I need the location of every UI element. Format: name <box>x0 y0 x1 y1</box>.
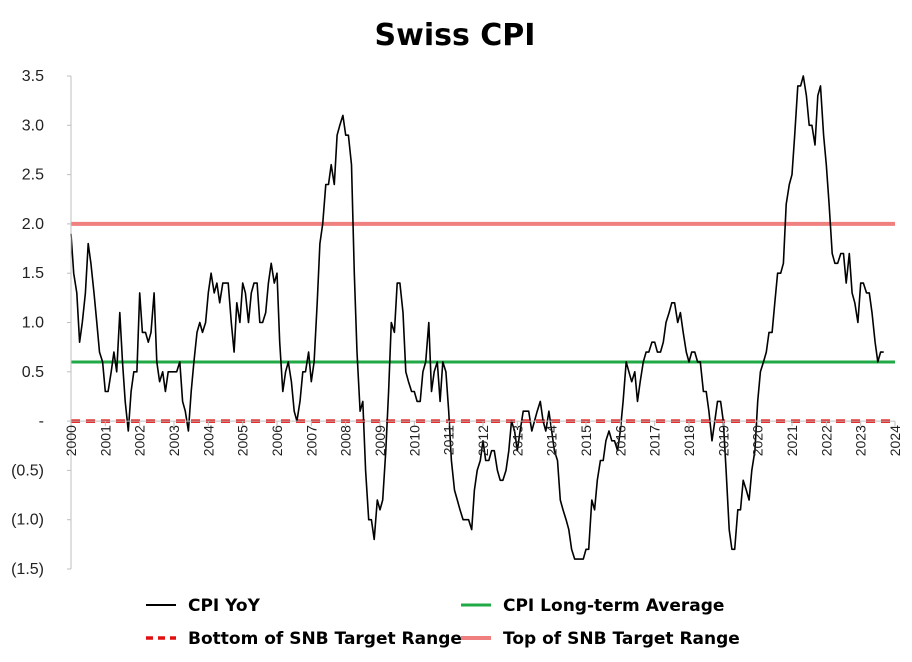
legend-label-cpi-yoy: CPI YoY <box>188 596 261 616</box>
x-tick-label: 2011 <box>441 425 457 455</box>
x-tick-label: 2002 <box>132 425 148 456</box>
y-tick-label: 0.5 <box>22 364 44 381</box>
plot-area <box>70 75 895 560</box>
x-tick-label: 2012 <box>475 425 491 456</box>
x-tick-label: 2014 <box>544 425 560 456</box>
y-tick-label: (1.0) <box>11 512 44 529</box>
legend-item-long-term-average: CPI Long-term Average <box>461 596 724 616</box>
x-tick-label: 2021 <box>784 425 800 456</box>
legend-label-snb-top: Top of SNB Target Range <box>503 629 740 649</box>
x-tick-label: 2009 <box>372 425 388 456</box>
series-line-cpi-yoy <box>70 75 884 560</box>
legend-label-long-term-average: CPI Long-term Average <box>503 596 724 616</box>
y-tick-label: 3.5 <box>22 68 44 85</box>
y-tick-label: 1.5 <box>22 265 44 282</box>
x-tick-label: 2019 <box>715 425 731 456</box>
axes <box>70 76 895 569</box>
x-tick-label: 2022 <box>818 425 834 456</box>
y-tick-label: (0.5) <box>11 462 44 479</box>
x-tick-label: 2013 <box>509 425 525 456</box>
x-tick-label: 2000 <box>63 425 79 456</box>
y-tick-label: 1.0 <box>22 315 44 332</box>
x-tick-label: 2001 <box>97 425 113 456</box>
legend: CPI YoY CPI Long-term Average Bottom of … <box>146 596 740 649</box>
y-tick-label: - <box>39 413 44 430</box>
y-tick-label: 2.0 <box>22 216 44 233</box>
x-axis-ticks: 2000 2001 2002 2003 2004 2005 2006 2007 2008 2009… <box>63 421 903 456</box>
x-tick-label: 2017 <box>647 425 663 456</box>
legend-item-cpi-yoy: CPI YoY <box>146 596 261 616</box>
x-tick-label: 2024 <box>887 425 903 456</box>
x-tick-label: 2023 <box>853 425 869 456</box>
x-tick-label: 2006 <box>269 425 285 456</box>
legend-label-snb-bottom: Bottom of SNB Target Range <box>188 629 462 649</box>
legend-item-snb-top: Top of SNB Target Range <box>461 629 740 649</box>
x-tick-label: 2003 <box>166 425 182 456</box>
x-tick-label: 2020 <box>750 425 766 456</box>
y-axis-ticks: 3.5 3.0 2.5 2.0 1.5 1.0 0.5 - (0.5) (1.0) (1.5) <box>11 68 71 578</box>
x-tick-label: 2016 <box>612 425 628 456</box>
y-tick-label: (1.5) <box>11 561 44 578</box>
y-tick-label: 3.0 <box>22 117 44 134</box>
x-tick-label: 2007 <box>303 425 319 456</box>
legend-item-snb-bottom: Bottom of SNB Target Range <box>146 629 462 649</box>
chart-title: Swiss CPI <box>375 18 536 53</box>
x-tick-label: 2010 <box>406 425 422 456</box>
x-tick-label: 2004 <box>200 425 216 456</box>
x-tick-label: 2005 <box>235 425 251 456</box>
x-tick-label: 2018 <box>681 425 697 456</box>
x-tick-label: 2008 <box>338 425 354 456</box>
y-tick-label: 2.5 <box>22 167 44 184</box>
x-tick-label: 2015 <box>578 425 594 456</box>
